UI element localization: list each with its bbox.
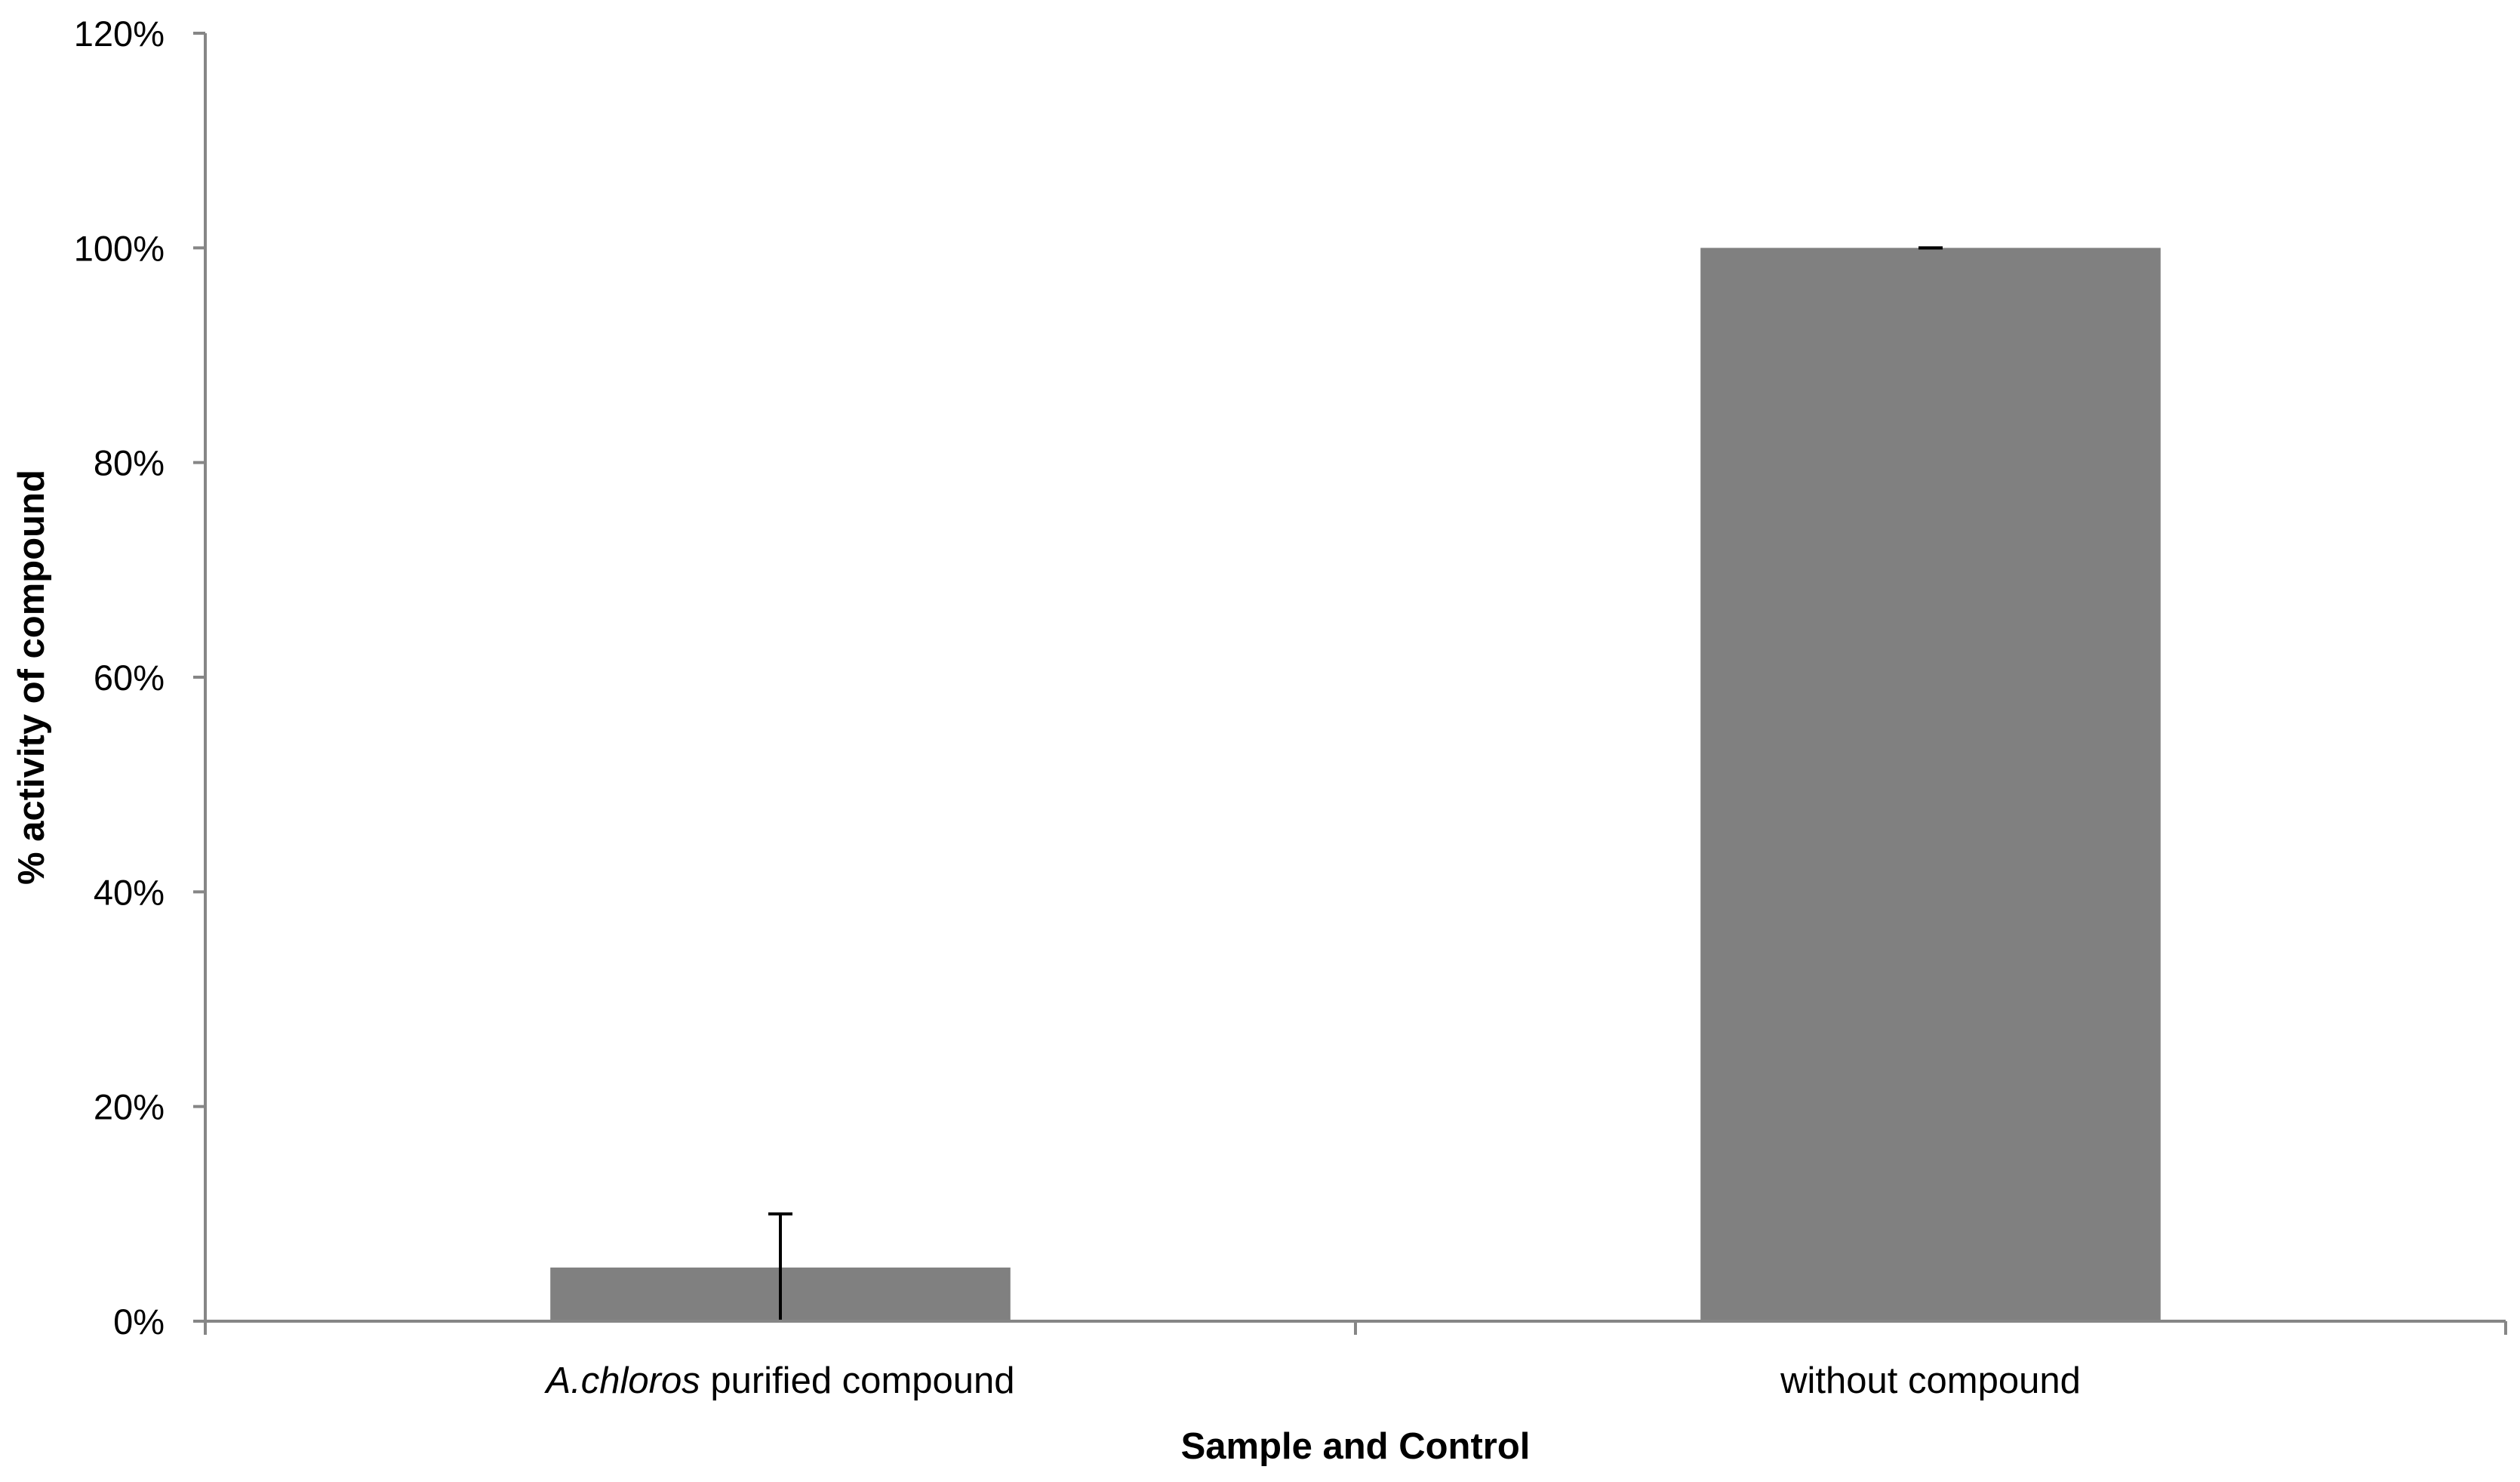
- y-tick-label: 80%: [94, 443, 165, 483]
- x-axis-title: Sample and Control: [1181, 1426, 1531, 1467]
- y-tick-label: 120%: [74, 14, 165, 54]
- y-tick-labels: 0% 20% 40% 60% 80% 100% 120%: [74, 14, 165, 1342]
- y-tick-label: 20%: [94, 1087, 165, 1127]
- x-category-labels: A.chloros purified compound without compo…: [543, 1360, 2080, 1401]
- bar: [1700, 248, 2161, 1321]
- x-category-label: without compound: [1780, 1360, 2081, 1401]
- axes-layer: [193, 32, 2507, 1335]
- bars-layer: [550, 248, 2161, 1321]
- y-axis-title: % activity of compound: [11, 470, 52, 885]
- x-category-label: A.chloros purified compound: [543, 1360, 1014, 1401]
- y-tick-label: 60%: [94, 658, 165, 698]
- y-tick-label: 40%: [94, 872, 165, 912]
- y-tick-label: 0%: [113, 1302, 165, 1342]
- y-tick-label: 100%: [74, 228, 165, 268]
